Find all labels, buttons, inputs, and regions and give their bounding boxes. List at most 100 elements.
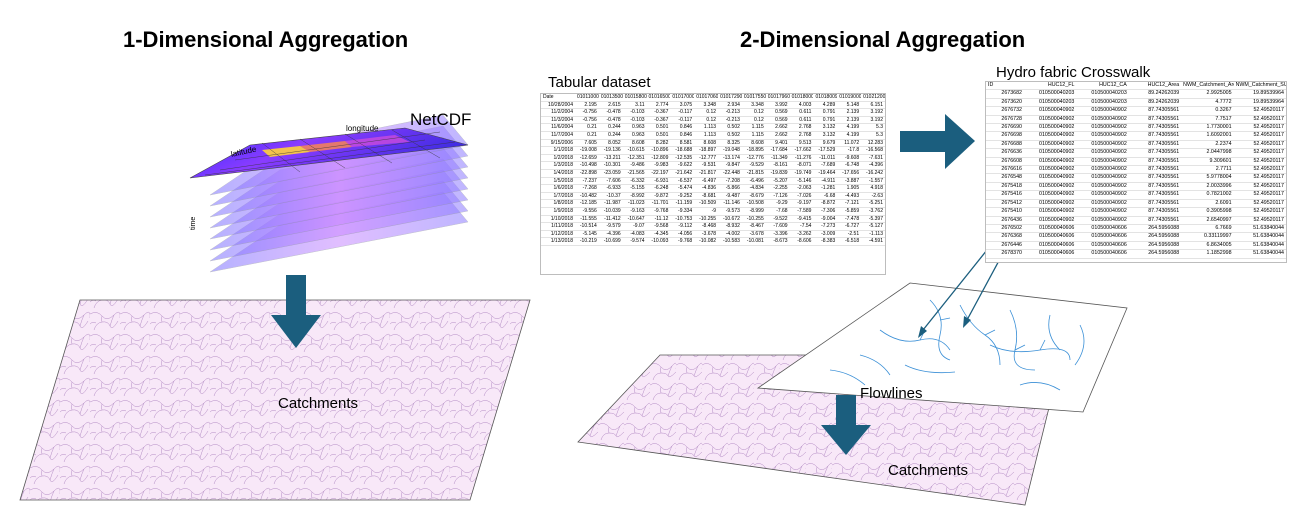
crosswalk-cell: 010500040203 xyxy=(1076,89,1129,99)
tabular-cell: -3.678 xyxy=(741,230,766,239)
crosswalk-cell: 264.5956088 xyxy=(1128,224,1182,234)
tabular-cell: -13.174 xyxy=(718,154,742,163)
tabular-cell: -10.219 xyxy=(575,237,599,246)
tabular-cell: -5.145 xyxy=(575,230,599,239)
tabular-cell: 6.151 xyxy=(861,101,885,110)
tabular-cell: -6.68 xyxy=(813,192,838,201)
tabular-cell: -7.121 xyxy=(837,199,862,208)
crosswalk-cell: 1.7730001 xyxy=(1181,123,1234,133)
tabular-cell: -3.009 xyxy=(813,230,838,239)
crosswalk-cell: 87.74305561 xyxy=(1128,115,1182,125)
crosswalk-cell: 51.63840044 xyxy=(1233,249,1286,259)
tabular-cell: -11.023 xyxy=(622,199,647,208)
tabular-header-cell: 01018009 xyxy=(813,94,838,102)
tabular-cell: 2.662 xyxy=(765,123,790,132)
crosswalk-row: 2675412 010500040902 010500040902 87.743055… xyxy=(986,199,1286,209)
crosswalk-cell: 2676728 xyxy=(986,115,1024,125)
tabular-cell: -10.508 xyxy=(741,199,766,208)
crosswalk-header-cell: ID xyxy=(986,82,1024,91)
tabular-cell: -22.197 xyxy=(646,169,671,178)
crosswalk-row: 2678370 010500040606 010500040606 264.59560… xyxy=(986,249,1286,259)
tabular-cell: -7.589 xyxy=(789,207,814,216)
tabular-cell: -3.678 xyxy=(694,230,719,239)
crosswalk-row: 2673620 010500040203 010500040203 89.242620… xyxy=(986,98,1286,108)
crosswalk-cell: 010500040606 xyxy=(1076,249,1129,259)
tabular-cell: -9.768 xyxy=(670,237,695,246)
crosswalk-cell: 5.9778004 xyxy=(1181,173,1234,183)
crosswalk-cell: 2.7711 xyxy=(1181,165,1234,175)
crosswalk-cell: 52.49520117 xyxy=(1233,115,1286,125)
tabular-dataset-table: Date 01011000 01013500 01015800 01016500 0101… xyxy=(540,93,886,275)
tabular-cell: 4.003 xyxy=(789,101,814,110)
tabular-cell: -4.834 xyxy=(741,184,766,193)
tabular-cell: 10/28/2004 xyxy=(541,101,575,110)
tabular-cell: 5.3 xyxy=(861,123,885,132)
tabular-cell: -4.396 xyxy=(861,161,885,170)
crosswalk-cell: 51.63840044 xyxy=(1233,241,1286,251)
tabular-cell: -9.486 xyxy=(622,161,647,170)
tabular-cell: -11.555 xyxy=(575,215,599,224)
tabular-cell: -8.161 xyxy=(765,161,790,170)
tabular-cell: 1/13/2018 xyxy=(541,237,575,246)
tabular-cell: -7.208 xyxy=(718,177,742,186)
tabular-cell: -11.987 xyxy=(598,199,623,208)
tabular-cell: -10.37 xyxy=(598,192,623,201)
tabular-cell: 11/2/2004 xyxy=(541,108,575,117)
crosswalk-cell: 010500040902 xyxy=(1024,207,1077,217)
tabular-cell: -21.817 xyxy=(694,169,719,178)
tabular-cell: -6.931 xyxy=(646,177,671,186)
tabular-cell: -8.999 xyxy=(741,207,766,216)
tabular-cell: -17.656 xyxy=(837,169,862,178)
tabular-cell: -3.887 xyxy=(837,177,862,186)
tabular-cell: -11.276 xyxy=(789,154,814,163)
tabular-cell: -5.251 xyxy=(861,199,885,208)
crosswalk-cell: 010500040902 xyxy=(1076,115,1129,125)
tabular-cell: 4.918 xyxy=(861,184,885,193)
tabular-row: 1/7/2018 -10.482 -10.37 -8.992 -9.872 -9.252-… xyxy=(541,192,885,201)
tabular-cell: -5.474 xyxy=(670,184,695,193)
crosswalk-row: 2675418 010500040902 010500040902 87.743055… xyxy=(986,182,1286,192)
tabular-cell: -9.415 xyxy=(789,215,814,224)
tabular-cell: -9.07 xyxy=(622,222,647,231)
tabular-cell: -17.529 xyxy=(813,146,838,155)
tabular-cell: 1/6/2018 xyxy=(541,184,575,193)
tabular-cell: 2.195 xyxy=(575,101,599,110)
tabular-row: 1/4/2018 -22.898 -23.059 -21.565 -22.197 -21.… xyxy=(541,169,885,178)
crosswalk-cell: 2676636 xyxy=(986,148,1024,158)
tabular-row: 1/1/2018 -19.008 -19.136 -10.615 -10.896 -18.… xyxy=(541,146,885,155)
tabular-cell: 1/12/2018 xyxy=(541,230,575,239)
tabular-cell: -4.493 xyxy=(837,192,862,201)
crosswalk-cell: 87.74305561 xyxy=(1128,173,1182,183)
crosswalk-title: Hydro fabric Crosswalk xyxy=(996,64,1151,81)
tabular-cell: -9.487 xyxy=(718,192,742,201)
tabular-cell: 3.192 xyxy=(861,108,885,117)
crosswalk-row: 2676502 010500040606 010500040606 264.59560… xyxy=(986,224,1286,234)
tabular-cell: -7.606 xyxy=(598,177,623,186)
tabular-cell: -6.497 xyxy=(694,177,719,186)
crosswalk-cell: 2.6540997 xyxy=(1181,216,1234,225)
crosswalk-cell: 52.49520117 xyxy=(1233,165,1286,175)
crosswalk-cell: 010500040902 xyxy=(1076,148,1129,158)
tabular-cell: 9/15/2006 xyxy=(541,139,575,148)
crosswalk-cell: 2676608 xyxy=(986,157,1024,167)
tabular-cell: -17.8 xyxy=(837,146,862,155)
crosswalk-header-cell: HUC12_CA xyxy=(1076,82,1129,91)
tabular-cell: 0.963 xyxy=(622,123,647,132)
tabular-cell: -11.701 xyxy=(646,199,671,208)
crosswalk-cell: 52.49520117 xyxy=(1233,190,1286,200)
tabular-row: 1/9/2018 -9.556 -10.039 -9.163 -9.768 -9.334-… xyxy=(541,207,885,216)
tabular-cell: 0.21 xyxy=(575,131,599,140)
crosswalk-cell: 010500040203 xyxy=(1024,89,1077,99)
tabular-row: 1/3/2018 -10.498 -10.301 -9.486 -9.983 -9.622… xyxy=(541,161,885,170)
tabular-row: 11/3/2004 -0.756 -0.478 -0.103 -0.367 -0.117 0… xyxy=(541,116,885,125)
tabular-cell: -2.255 xyxy=(765,184,790,193)
tabular-cell: -7.273 xyxy=(813,222,838,231)
tabular-cell: -0.478 xyxy=(598,108,623,117)
crosswalk-cell: 010500040606 xyxy=(1024,232,1077,242)
crosswalk-cell: 010500040902 xyxy=(1076,190,1129,200)
crosswalk-cell: 7.7517 xyxy=(1181,115,1234,125)
tabular-cell: 0.21 xyxy=(575,123,599,132)
crosswalk-cell: 87.74305561 xyxy=(1128,207,1182,217)
crosswalk-row: 2676732 010500040902 010500040902 87.743055… xyxy=(986,106,1286,116)
tabular-cell: -7.609 xyxy=(765,222,790,231)
